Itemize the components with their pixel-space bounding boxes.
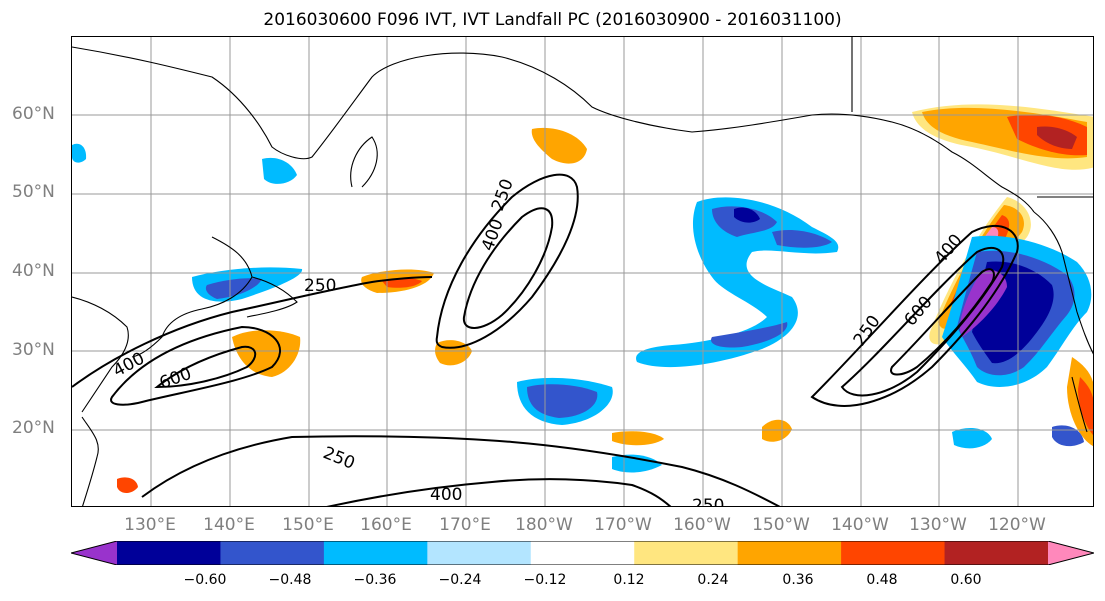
colorbar-segment <box>530 541 635 565</box>
negative-anomaly-shading <box>72 143 1092 473</box>
colorbar-segment <box>841 541 946 565</box>
colorbar-segment <box>117 541 221 565</box>
contour-250-west <box>72 276 433 388</box>
colorbar-label-1: −0.60 <box>183 572 227 588</box>
lat-label-30n: 30°N <box>12 340 55 360</box>
colorbar-segment <box>944 541 1049 565</box>
colorbar <box>71 541 1094 565</box>
lon-label-150e: 150°E <box>282 515 334 535</box>
midpacific-negative-tail <box>711 322 788 348</box>
pacific-positive-1-inner <box>382 278 422 288</box>
contour-600-east <box>890 268 995 376</box>
eastpac-negative <box>952 427 992 449</box>
hawaii-positive <box>762 419 792 442</box>
contour-label-400-east: 400 <box>931 230 967 268</box>
colorbar-extend-high <box>1048 541 1094 565</box>
colorbar-segment <box>427 541 532 565</box>
contour-label-250-central: 250 <box>488 176 518 213</box>
colorbar-extend-low <box>71 541 117 565</box>
midpacific-negative-band <box>772 230 832 248</box>
colorbar-segment <box>323 541 428 565</box>
colorbar-label-4: −0.24 <box>438 572 482 588</box>
lon-label-170e: 170°E <box>439 515 491 535</box>
colorbar-label-6: 0.12 <box>613 572 645 588</box>
contour-label-400-south: 400 <box>430 485 462 505</box>
mexico-negative <box>1052 425 1084 447</box>
bering-positive <box>531 127 587 164</box>
colorbar-segment <box>737 541 842 565</box>
coastlines <box>72 37 1093 506</box>
lat-label-60n: 60°N <box>12 104 55 124</box>
map-canvas: 250 400 250 400 600 250 250 400 250 250 … <box>72 37 1093 507</box>
contour-label-250-south2: 250 <box>692 496 724 507</box>
contour-250-south <box>141 435 781 506</box>
colorbar-label-3: −0.36 <box>353 572 397 588</box>
contour-250-east <box>810 225 1019 407</box>
lon-label-130e: 130°E <box>124 515 176 535</box>
lat-label-40n: 40°N <box>12 261 55 281</box>
mexico-positive-inner <box>1078 377 1093 435</box>
lat-label-20n: 20°N <box>12 418 55 438</box>
colorbar-segment <box>634 541 739 565</box>
lon-label-150w: 150°W <box>752 515 810 535</box>
graticule <box>72 37 1093 506</box>
colorbar-label-5: −0.12 <box>523 572 567 588</box>
lon-label-160e: 160°E <box>360 515 412 535</box>
lon-label-170w: 170°W <box>594 515 652 535</box>
colorbar-label-7: 0.24 <box>697 572 729 588</box>
lon-label-140e: 140°E <box>203 515 255 535</box>
tropic-negative <box>612 454 662 473</box>
contour-label-250-south: 250 <box>320 443 358 474</box>
contour-400-east <box>840 247 1005 397</box>
midpacific-negative-core <box>734 207 760 223</box>
colorbar-segments <box>71 541 1094 565</box>
contour-250-central <box>435 173 579 349</box>
alaska-positive-core <box>1037 126 1077 149</box>
map-panel: 250 400 250 400 600 250 250 400 250 250 … <box>71 36 1094 507</box>
coast-negative-core <box>959 269 1007 337</box>
contour-400-south <box>326 478 672 506</box>
subtropic-positive <box>612 431 664 446</box>
contour-400-central <box>462 207 554 329</box>
ivt-contours <box>72 173 1019 506</box>
lat-label-50n: 50°N <box>12 182 55 202</box>
colorbar-label-8: 0.36 <box>782 572 814 588</box>
contour-label-250-east: 250 <box>850 312 885 350</box>
colorbar-label-9: 0.48 <box>866 572 898 588</box>
colorbar-label-2: −0.48 <box>268 572 312 588</box>
contour-label-400-central: 400 <box>478 216 508 253</box>
lon-label-160w: 160°W <box>673 515 731 535</box>
lon-label-140w: 140°W <box>831 515 889 535</box>
contour-label-600-west: 600 <box>157 364 194 394</box>
asia-negative <box>72 143 87 163</box>
contour-400-west <box>110 325 282 406</box>
lon-label-130w: 130°W <box>909 515 967 535</box>
southwest-positive <box>117 477 138 493</box>
contour-600-west <box>154 345 257 389</box>
okhotsk-negative <box>262 157 297 184</box>
map-title: 2016030600 F096 IVT, IVT Landfall PC (20… <box>263 10 842 30</box>
colorbar-segment <box>220 541 325 565</box>
lon-label-120w: 120°W <box>988 515 1046 535</box>
contour-label-250-west: 250 <box>304 276 336 296</box>
colorbar-label-10: 0.60 <box>950 572 982 588</box>
lon-label-180w: 180°W <box>515 515 573 535</box>
